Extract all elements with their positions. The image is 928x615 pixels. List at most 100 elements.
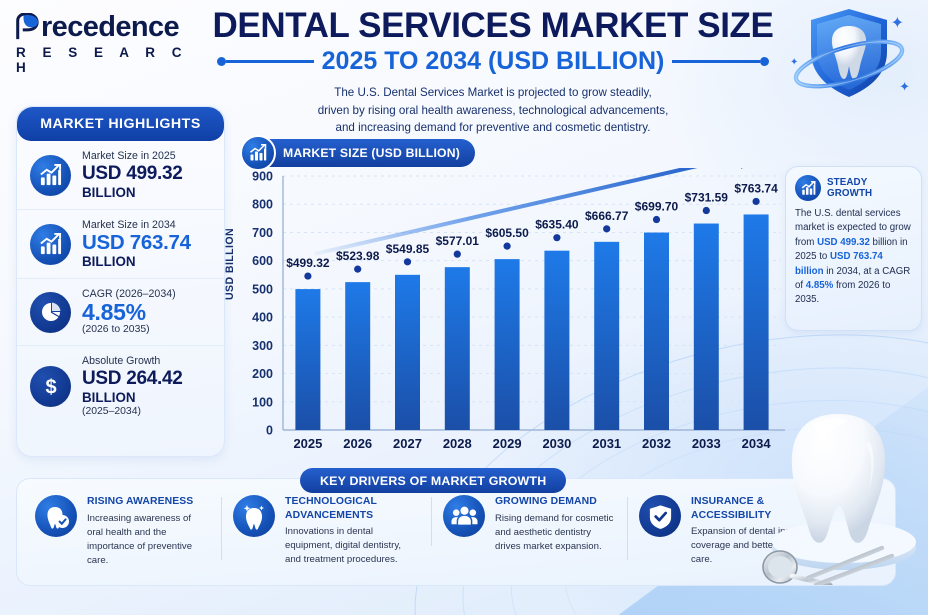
chart-value-dot [553, 234, 561, 242]
chart-x-tick-label: 2025 [293, 436, 322, 451]
steady-growth-highlight: USD 763.74 billion [795, 251, 883, 277]
chart-title-label: MARKET SIZE (USD BILLION) [283, 146, 460, 160]
chart-x-tick-label: 2027 [393, 436, 422, 451]
divider-line-left [216, 57, 314, 66]
market-size-bar-chart: 0 100 200 300 400 500 600 700 800 900 $499.32 $523… [225, 144, 785, 453]
chart-bar [494, 259, 520, 430]
chart-data-label: $666.77 [585, 209, 629, 223]
chart-value-dot [503, 242, 511, 250]
dollar-sign-icon: $ [30, 366, 71, 407]
chart-bar [544, 250, 570, 430]
chart-data-label: $635.40 [535, 218, 579, 232]
shield-check-icon [639, 495, 681, 537]
sparkling-tooth-icon [233, 495, 275, 537]
brand-logo[interactable]: recedence R E S E A R C H [14, 12, 190, 75]
chart-title-badge: MARKET SIZE (USD BILLION) [240, 135, 475, 171]
steady-growth-highlight: USD 499.32 [817, 236, 870, 248]
highlight-item-absolute-growth: $ Absolute Growth USD 264.42 BILLION (20… [17, 345, 224, 427]
chart-bar [295, 289, 321, 430]
chart-x-tick-label: 2028 [443, 436, 472, 451]
chart-x-tick-label: 2030 [542, 436, 571, 451]
steady-growth-text-run: The U.S. dental services market is expec… [795, 208, 911, 248]
highlight-label: Market Size in 2025 [82, 150, 176, 162]
chart-data-label: $523.98 [336, 249, 380, 263]
chart-data-label: $577.01 [436, 234, 480, 248]
chart-x-tick-label: 2032 [642, 436, 671, 451]
highlight-value: 4.85% [82, 299, 146, 325]
steady-growth-text: The U.S. dental services market is expec… [795, 207, 912, 308]
chart-y-tick-label: 600 [252, 254, 273, 268]
steady-growth-text-run: billion in 2025 to [795, 236, 908, 263]
key-driver-title: RISING AWARENESS [87, 496, 194, 507]
steady-growth-card: STEADY GROWTH The U.S. dental services m… [785, 166, 922, 331]
chart-data-label: $763.74 [734, 181, 778, 195]
chart-bar [594, 241, 620, 430]
chart-y-tick-label: 300 [252, 339, 273, 353]
brand-name: recedence [41, 11, 180, 43]
header-description: The U.S. Dental Services Market is proje… [317, 86, 669, 134]
precedence-p-logo-icon [16, 13, 39, 40]
chart-y-tick-label: 0 [266, 424, 273, 438]
chart-y-tick-label: 400 [252, 311, 273, 325]
highlight-label: Market Size in 2034 [82, 219, 176, 231]
steady-growth-header: STEADY GROWTH [795, 175, 912, 201]
chart-data-label: $731.59 [685, 191, 729, 205]
pie-chart-icon [30, 291, 71, 333]
bar-chart-growth-icon [30, 223, 71, 265]
chart-bar [345, 282, 371, 430]
tooth-shield-icon: ✦ ✦ ✦ [786, 2, 912, 106]
highlight-note: (2026 to 2035) [82, 324, 150, 335]
highlight-unit: BILLION [82, 254, 136, 269]
chart-data-label: $605.50 [485, 226, 529, 240]
highlight-value: USD 499.32 [82, 163, 183, 184]
chart-value-dot [354, 265, 362, 273]
chart-y-tick-label: 700 [252, 226, 273, 240]
chart-value-dot [403, 258, 412, 266]
chart-bar [644, 232, 669, 430]
people-group-icon [443, 495, 485, 537]
key-driver-body: Increasing awareness of oral health and … [87, 512, 193, 567]
divider-line-right [672, 57, 770, 66]
key-driver-body: Expansion of dental insurance coverage a… [691, 526, 820, 566]
chart-bar [444, 267, 470, 430]
highlight-label: Absolute Growth [82, 355, 161, 367]
chart-value-dot [453, 250, 461, 258]
tooth-shield-check-icon [35, 495, 77, 537]
key-driver-body: Rising demand for cosmetic and aesthetic… [495, 512, 614, 552]
highlight-unit: BILLION [82, 390, 136, 405]
sparkle-icon: ✦ [899, 79, 910, 94]
page-subtitle: 2025 TO 2034 (USD BILLION) [321, 47, 665, 75]
highlight-label: CAGR (2026–2034) [82, 288, 176, 300]
3d-tooth-with-dental-tools-image [752, 400, 924, 588]
key-driver-title: INSURANCE & ACCESSIBILITY [691, 496, 772, 521]
page-subtitle-row: 2025 TO 2034 (USD BILLION) [208, 47, 778, 76]
chart-bar [395, 274, 420, 430]
chart-value-dot [603, 225, 611, 233]
chart-bar [693, 223, 719, 430]
chart-data-label: $499.32 [286, 256, 330, 270]
key-driver-rising-awareness: RISING AWARENESS Increasing awareness of… [23, 495, 221, 568]
chart-value-dot [652, 215, 661, 224]
chart-x-tick-label: 2031 [592, 436, 621, 451]
bar-chart-growth-icon [240, 135, 276, 171]
chart-x-tick-label: 2033 [692, 436, 721, 451]
highlight-unit: BILLION [82, 185, 136, 200]
bar-chart-growth-icon [30, 154, 71, 196]
steady-growth-text-run: in 2034, at a CAGR of [795, 265, 911, 292]
chart-x-tick-label: 2029 [493, 436, 522, 451]
sparkle-icon: ✦ [890, 15, 904, 32]
market-highlights-card: MARKET HIGHLIGHTS Market Size in 2025 US… [16, 106, 225, 457]
highlight-item-cagr: CAGR (2026–2034) 4.85% (2026 to 2035) [17, 278, 224, 345]
key-driver-insurance-accessibility: INSURANCE & ACCESSIBILITY Expansion of d… [627, 495, 837, 568]
key-driver-growing-demand: GROWING DEMAND Rising demand for cosmeti… [431, 495, 627, 554]
chart-x-tick-label: 2034 [742, 436, 772, 451]
chart-y-tick-label: 800 [252, 198, 273, 212]
key-driver-technological-advancements: TECHNOLOGICAL ADVANCEMENTS Innovations i… [221, 495, 431, 568]
market-highlights-heading: MARKET HIGHLIGHTS [17, 107, 224, 141]
chart-y-tick-label: 500 [252, 282, 273, 296]
key-drivers-banner: KEY DRIVERS OF MARKET GROWTH [300, 468, 567, 493]
chart-y-tick-label: 100 [252, 395, 273, 409]
sparkle-icon: ✦ [790, 57, 799, 68]
header-block: DENTAL SERVICES MARKET SIZE 2025 TO 2034… [208, 6, 778, 137]
